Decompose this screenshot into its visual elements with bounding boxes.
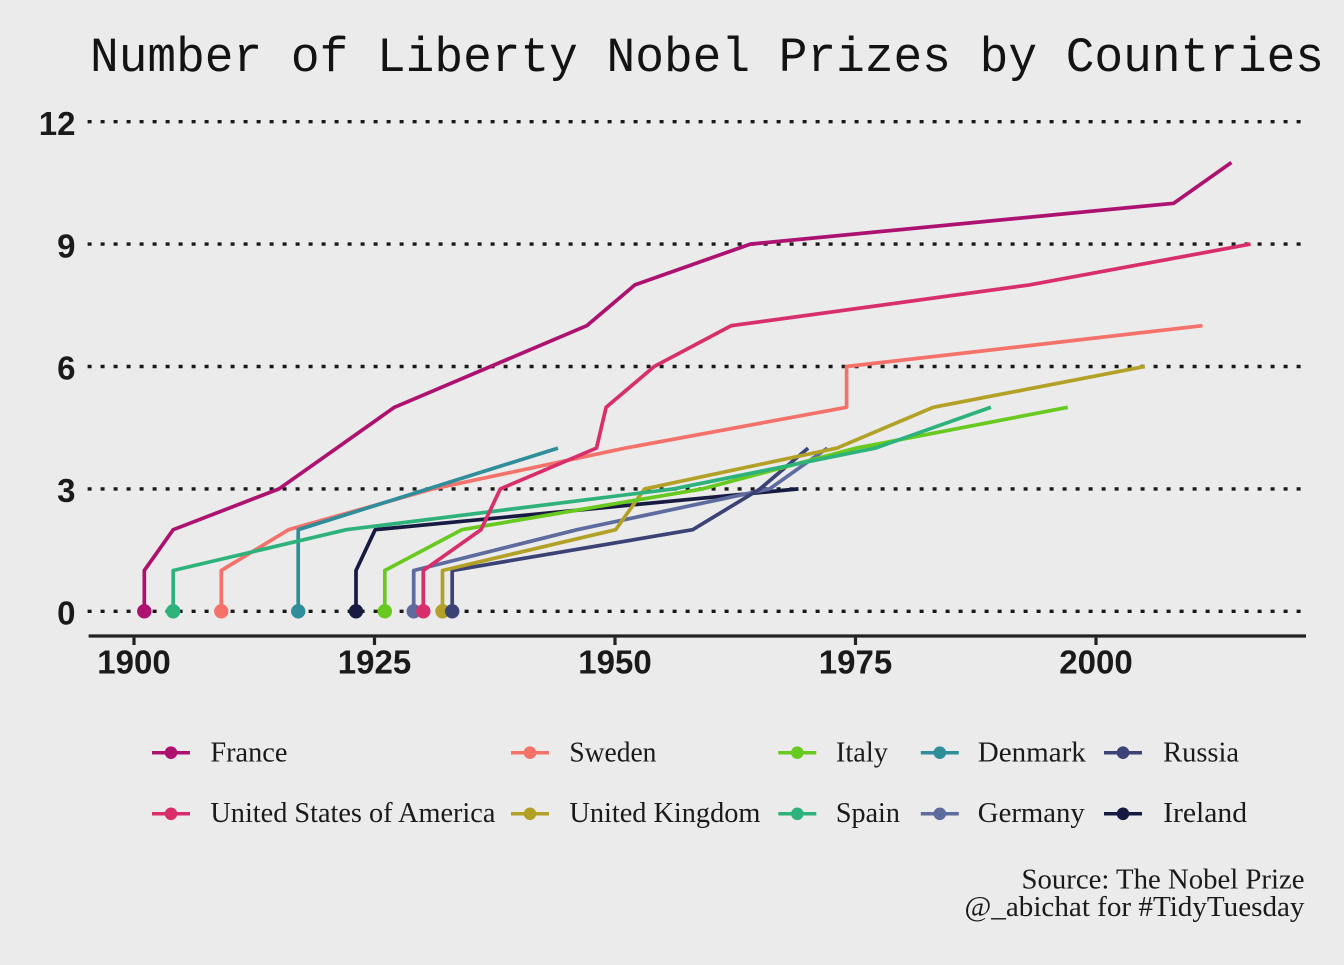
svg-text:9: 9	[57, 227, 75, 264]
svg-text:Russia: Russia	[1163, 738, 1240, 769]
svg-text:United States of America: United States of America	[210, 798, 496, 829]
svg-text:1925: 1925	[338, 644, 411, 681]
svg-text:Ireland: Ireland	[1163, 798, 1247, 829]
svg-text:1950: 1950	[578, 644, 651, 681]
svg-text:3: 3	[57, 472, 75, 509]
svg-text:Italy: Italy	[836, 738, 888, 769]
svg-text:Germany: Germany	[978, 798, 1085, 829]
svg-text:Denmark: Denmark	[978, 738, 1086, 769]
svg-text:Spain: Spain	[836, 798, 900, 829]
svg-text:6: 6	[57, 350, 75, 387]
svg-text:@_abichat for #TidyTuesday: @_abichat for #TidyTuesday	[965, 891, 1305, 923]
svg-text:United Kingdom: United Kingdom	[569, 798, 760, 829]
svg-text:2000: 2000	[1059, 644, 1132, 681]
svg-text:12: 12	[39, 105, 76, 142]
svg-text:1900: 1900	[97, 644, 170, 681]
svg-text:France: France	[210, 738, 287, 769]
svg-text:Number of Liberty Nobel Prizes: Number of Liberty Nobel Prizes by Countr…	[90, 30, 1324, 86]
svg-text:Source: The Nobel Prize: Source: The Nobel Prize	[1022, 864, 1305, 896]
svg-text:Sweden: Sweden	[569, 738, 656, 769]
svg-text:0: 0	[57, 595, 75, 632]
svg-text:1975: 1975	[819, 644, 892, 681]
